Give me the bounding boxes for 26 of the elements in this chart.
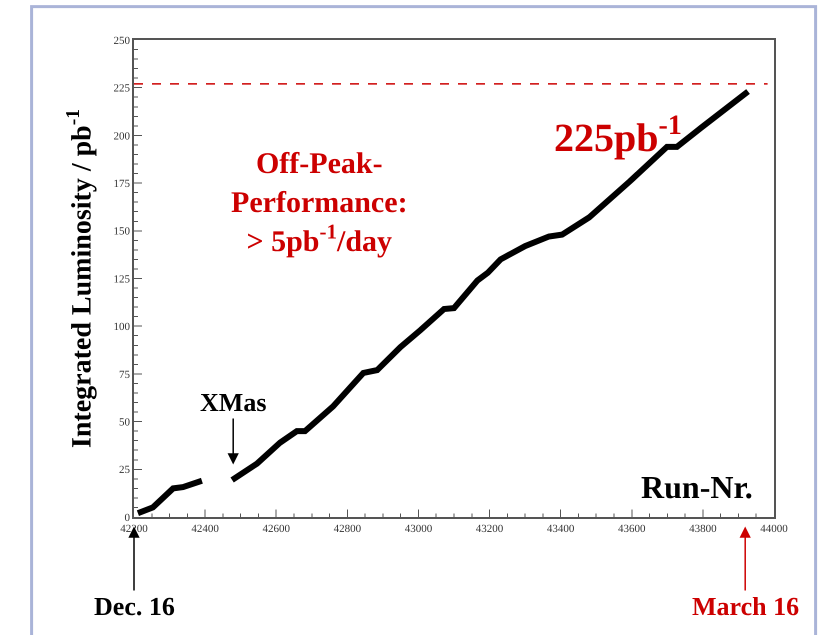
y-tick-label: 175 — [114, 178, 131, 190]
x-tick-label: 42600 — [262, 522, 290, 535]
text: March 16 — [692, 592, 800, 621]
x-tick-label: 43200 — [476, 522, 504, 535]
y-tick-label: 25 — [119, 464, 131, 476]
y-tick-label: 200 — [114, 130, 131, 142]
x-tick-label: 44000 — [760, 522, 788, 535]
annotation: Off-Peak- Performance: > 5pb$^{-1}$/day — [231, 147, 408, 258]
x-tick-label: 43000 — [404, 522, 433, 535]
text: Dec. 16 — [94, 592, 175, 621]
y-tick-label: 250 — [114, 34, 131, 47]
y-tick-label: 50 — [119, 416, 131, 428]
annotation: XMas — [200, 388, 266, 417]
x-axis-title: Run-Nr. — [641, 469, 753, 505]
y-tick-label: 225 — [114, 82, 131, 95]
x-tick-label: 43600 — [618, 522, 646, 535]
y-tick-label: 125 — [114, 273, 131, 286]
x-tick-label: 43800 — [689, 522, 718, 535]
x-tick-label: 42800 — [334, 522, 362, 535]
x-tick-label: 42400 — [191, 522, 220, 535]
y-tick-label: 150 — [114, 226, 131, 238]
y-tick-label: 75 — [119, 368, 131, 381]
y-tick-label: 0 — [124, 512, 131, 524]
annotation: 225pb$^{-1}$ — [554, 110, 682, 160]
y-tick-label: 100 — [114, 321, 131, 334]
x-tick-label: 43400 — [546, 522, 575, 535]
